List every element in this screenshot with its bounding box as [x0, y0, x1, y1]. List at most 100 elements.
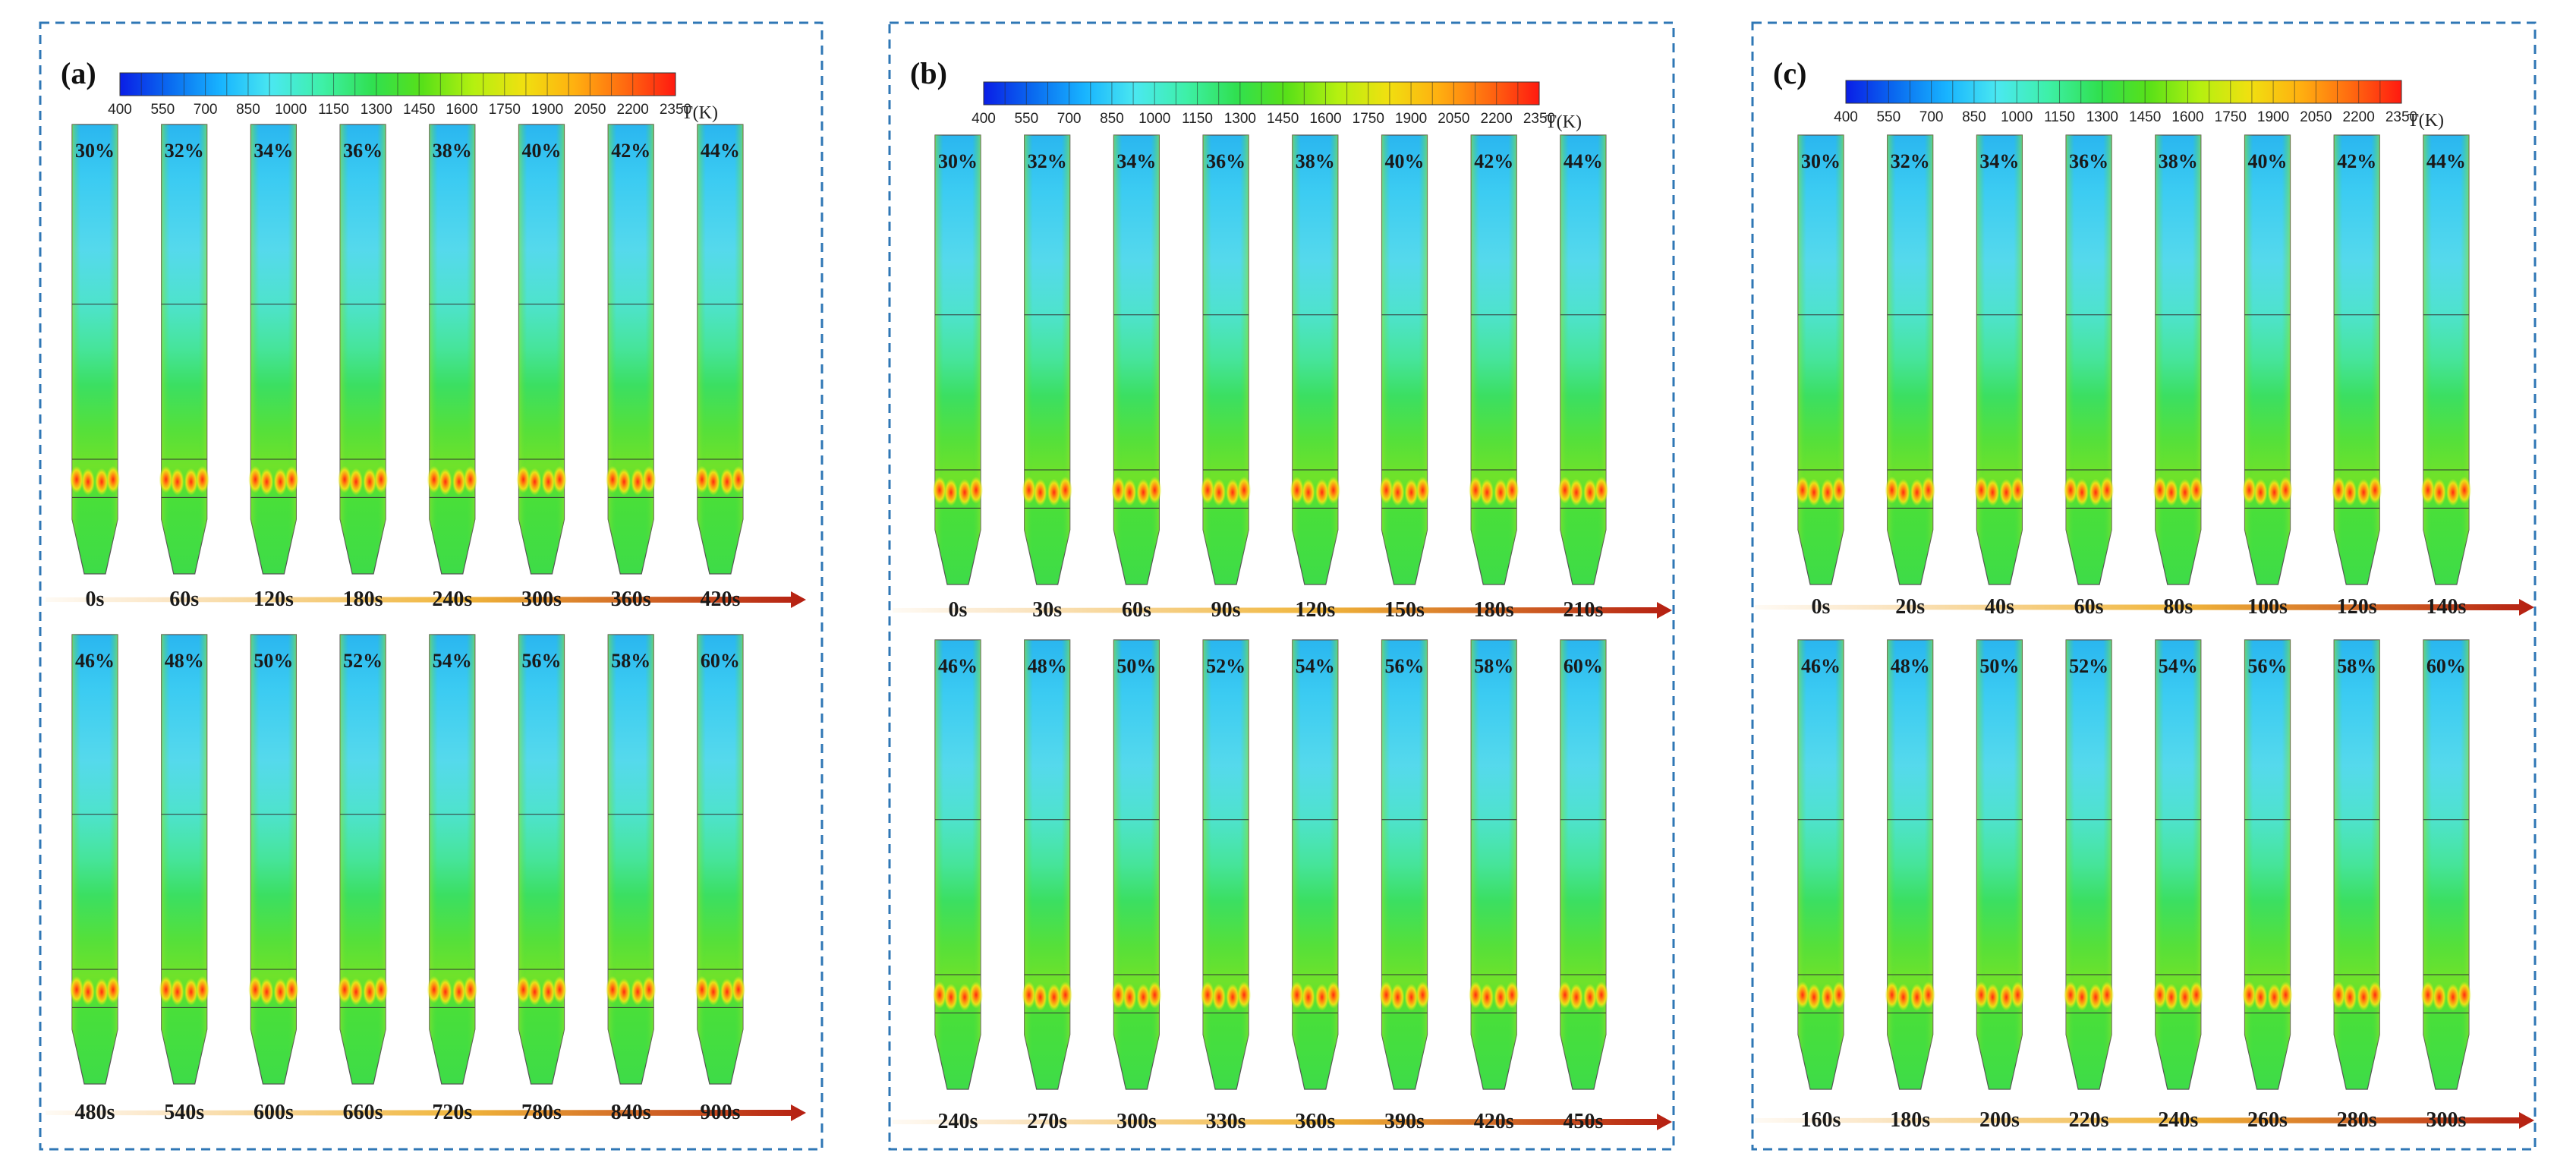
contour-wall-band — [935, 640, 981, 1089]
furnace-contour: 58% — [606, 634, 657, 1085]
burner-hotspot — [1921, 981, 1935, 1009]
time-label: 360s — [611, 588, 651, 611]
colorbar-tick-label: 1750 — [2215, 109, 2247, 125]
furnace-contour: 54% — [2152, 639, 2203, 1090]
time-label: 40s — [1985, 595, 2014, 619]
colorbar-tick-label: 2050 — [2300, 109, 2332, 125]
burner-hotspot — [541, 468, 556, 496]
time-label: 240s — [432, 588, 472, 611]
burner-hotspot — [694, 975, 709, 1004]
burner-hotspot — [1111, 476, 1126, 504]
contour-wall-band — [1798, 640, 1844, 1089]
fill-percent-label: 36% — [343, 140, 383, 162]
fill-percent-label: 30% — [938, 150, 978, 172]
colorbar-tick-label: 1450 — [2129, 109, 2161, 125]
colorbar-tick-label: 2050 — [574, 102, 606, 118]
time-label: 120s — [254, 588, 294, 611]
burner-hotspot — [731, 975, 745, 1004]
time-label: 300s — [1116, 1110, 1157, 1133]
panel-a: (a) 400 550 700 850 1000 1150 1300 1450 1600 1750 1… — [39, 21, 824, 1151]
time-label: 390s — [1384, 1110, 1425, 1133]
fill-percent-label: 56% — [1385, 655, 1425, 677]
burner-hotspot — [1999, 478, 2014, 506]
burner-hotspot — [349, 978, 364, 1006]
burner-hotspot — [184, 468, 198, 496]
fill-percent-label: 48% — [1891, 655, 1930, 677]
burner-hotspot — [159, 465, 173, 493]
fill-percent-label: 32% — [1028, 150, 1067, 172]
fill-percent-label: 36% — [1206, 150, 1245, 172]
burner-hotspot — [1058, 981, 1072, 1009]
furnace-contour: 48% — [1885, 639, 1935, 1090]
burner-hotspot — [349, 468, 364, 496]
colorbar: 400 550 700 850 1000 1150 1300 1450 1600 1750 1900… — [108, 72, 718, 123]
fill-percent-label: 50% — [1979, 655, 2019, 677]
contour-wall-band — [2244, 135, 2291, 584]
fill-percent-label: 38% — [1296, 150, 1335, 172]
contour-wall-band — [1560, 640, 1606, 1089]
time-label: 600s — [254, 1101, 294, 1124]
burner-hotspot — [944, 478, 958, 506]
time-label: 160s — [1801, 1108, 1841, 1132]
colorbar-tick-label: 1450 — [403, 102, 435, 118]
burner-hotspot — [1404, 983, 1419, 1011]
colorbar-tick-label: 700 — [1919, 109, 1944, 125]
burner-hotspot — [1136, 983, 1151, 1011]
fill-percent-label: 60% — [2426, 655, 2466, 677]
colorbar-tick-label: 2200 — [617, 102, 649, 118]
burner-hotspot — [1416, 981, 1430, 1009]
time-label: 540s — [164, 1101, 204, 1124]
burner-hotspot — [2011, 981, 2025, 1009]
time-label: 330s — [1206, 1110, 1246, 1133]
burner-hotspot — [1494, 983, 1508, 1011]
burner-hotspot — [1594, 981, 1608, 1009]
burner-hotspot — [527, 468, 542, 496]
burner-hotspot — [1480, 983, 1494, 1011]
time-label: 120s — [1295, 598, 1335, 622]
burner-hotspot — [1974, 981, 1989, 1009]
contour-wall-band — [935, 135, 981, 584]
fill-percent-label: 34% — [1116, 150, 1156, 172]
time-label: 360s — [1295, 1110, 1335, 1133]
furnace-contour: 50% — [248, 634, 299, 1085]
burner-hotspot — [374, 465, 389, 493]
burner-hotspot — [106, 465, 120, 493]
burner-hotspot — [1390, 983, 1405, 1011]
furnace-contour: 36% — [338, 124, 389, 575]
burner-hotspot — [720, 468, 734, 496]
colorbar-tick-label: 2200 — [1481, 111, 1513, 127]
time-arrow — [1755, 1112, 2534, 1129]
burner-hotspot — [248, 465, 263, 493]
burner-hotspot — [2011, 476, 2025, 504]
fill-percent-label: 50% — [1116, 655, 1156, 677]
furnace-contour: 36% — [1201, 134, 1252, 585]
contour-row-1: 30% 32% 34% 36% 38% 40% 42% 44% 0s 20s 40s 60s 80s 10… — [1755, 134, 2534, 619]
contour-wall-band — [608, 124, 654, 574]
burner-hotspot — [1315, 478, 1329, 506]
time-label: 180s — [1890, 1108, 1930, 1132]
burner-hotspot — [631, 468, 645, 496]
burner-hotspot — [1921, 476, 1935, 504]
time-label: 100s — [2247, 595, 2288, 619]
contour-wall-band — [2423, 640, 2469, 1089]
contour-wall-band — [1203, 135, 1249, 584]
burner-hotspot — [706, 468, 720, 496]
burner-hotspot — [1885, 981, 1899, 1009]
burner-hotspot — [1910, 478, 1924, 506]
fill-percent-label: 38% — [2159, 150, 2198, 172]
burner-hotspot — [1047, 478, 1061, 506]
colorbar-tick-label: 2350 — [2385, 109, 2417, 125]
colorbar-unit: T(K) — [2408, 111, 2444, 131]
burner-hotspot — [1237, 476, 1252, 504]
fill-percent-label: 40% — [522, 140, 562, 162]
burner-hotspot — [1136, 478, 1151, 506]
panel-label: (a) — [61, 56, 96, 90]
colorbar-tick-label: 1000 — [1138, 111, 1170, 127]
fill-percent-label: 52% — [1206, 655, 1245, 677]
time-label: 200s — [1979, 1108, 2020, 1132]
time-label: 260s — [2247, 1108, 2288, 1132]
fill-percent-label: 58% — [1474, 655, 1513, 677]
fill-percent-label: 44% — [701, 140, 740, 162]
furnace-contour: 32% — [159, 124, 209, 575]
contour-wall-band — [1024, 640, 1070, 1089]
